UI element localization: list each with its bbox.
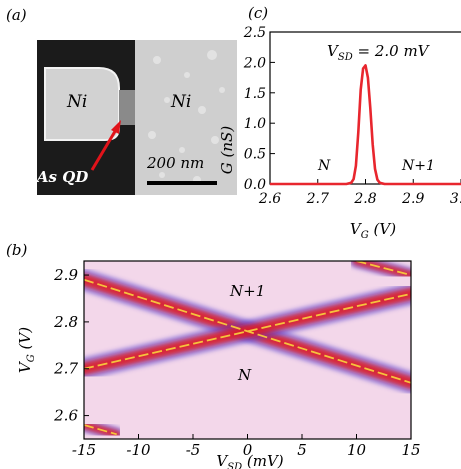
chart-b-ytick-label: 2.7	[53, 360, 78, 378]
dot-label: InAs QD	[19, 168, 89, 186]
chart-c-ylabel: G (nS)	[218, 126, 236, 175]
chart-b-ytick-label: 2.6	[53, 407, 78, 425]
chart-b-xtick-label: 10	[347, 441, 367, 459]
chart-c-ytick-label: 2.5	[243, 25, 266, 41]
chart-b-guide-line	[356, 261, 411, 276]
chart-c-series-line	[270, 64, 461, 186]
chart-b-region-upper: N+1	[230, 282, 266, 300]
chart-b: VG (V) VSD (mV) 2.62.72.82.9-15 -10 -5 0 5 10…	[16, 260, 421, 469]
chart-b-ytick-label: 2.8	[53, 313, 78, 331]
panel-b-label: (b)	[6, 241, 28, 259]
chart-b-xtick-label: 15	[401, 441, 420, 459]
chart-c-frame	[269, 31, 461, 185]
scalebar-label: 200 nm	[147, 154, 205, 172]
chart-c-xtick-label: 2.8	[353, 191, 376, 207]
chart-b-xtick-label: -5	[186, 441, 201, 459]
chart-c-annotation-v: V	[327, 42, 338, 60]
right-electrode-label: Ni	[171, 92, 192, 112]
chart-c-annotation-value: = 2.0 mV	[352, 42, 429, 60]
chart-c-ytick-label: 2.0	[243, 55, 266, 71]
panel-c-label: (c)	[248, 4, 269, 22]
chart-c-annotation-sub: SD	[337, 52, 353, 63]
chart-b-xtick-label: 5	[297, 441, 307, 459]
chart-c-xtick-label: 2.6	[258, 191, 281, 207]
panel-a-label: (a)	[6, 6, 27, 24]
chart-c-region-right: N+1	[402, 158, 435, 174]
left-electrode-label: Ni	[67, 92, 88, 112]
chart-c-ytick-label: 0.5	[244, 147, 266, 163]
chart-c-ytick-label: 1.5	[244, 86, 266, 102]
chart-b-ytick-label: 2.9	[53, 266, 78, 284]
chart-c-ytick-label: 1.0	[244, 116, 266, 132]
chart-b-region-lower: N	[238, 366, 252, 384]
sem-image-graphic	[37, 40, 237, 195]
chart-b-guide-line	[84, 278, 411, 384]
chart-b-plot-area	[84, 261, 411, 439]
chart-c-xlabel: VG (V)	[350, 220, 396, 240]
chart-c-xtick-label: 2.9	[401, 191, 424, 207]
chart-b-xtick-label: -15	[72, 441, 96, 459]
sem-image: Ni Ni 200 nm InAs QD	[19, 40, 237, 195]
chart-b-xtick-label: 0	[243, 441, 253, 459]
chart-c: G (nS) VG (V) 0.0 0.5 1.0 1.5 2.0 2.5 2.6 2.7 2.…	[218, 25, 461, 240]
chart-c-ytick-label: 0.0	[244, 177, 266, 193]
chart-b-guide-line	[84, 424, 117, 436]
chart-c-xtick-label: 3.0	[450, 191, 461, 207]
chart-b-xtick-label: -10	[126, 441, 151, 459]
chart-c-xtick-label: 2.7	[306, 191, 329, 207]
chart-c-region-left: N	[318, 158, 331, 174]
chart-c-annotation: VSD = 2.0 mV	[327, 42, 429, 63]
chart-b-ylabel: VG (V)	[16, 327, 37, 373]
